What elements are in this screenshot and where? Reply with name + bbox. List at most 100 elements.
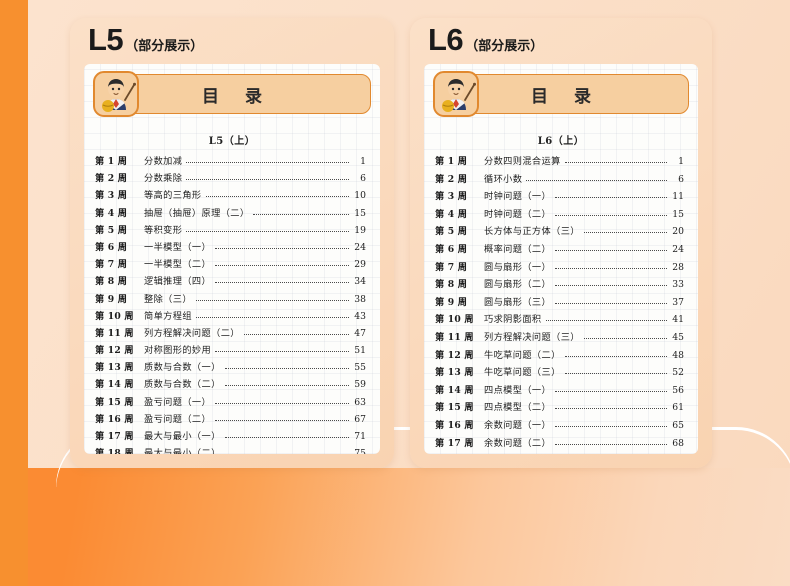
toc-dots [564,355,667,357]
toc-row[interactable]: 第 10 周巧求阴影面积 41 [435,311,684,329]
toc-row[interactable]: 第 17 周最大与最小（一） 71 [95,428,366,445]
toc-title: 简单方程组 [144,310,192,322]
toc-week: 第 12 周 [95,345,134,357]
toc-row[interactable]: 第 4 周 时钟问题（二） 15 [435,206,684,224]
toc-week: 第 5 周 [95,224,128,236]
toc-page: 52 [672,367,684,379]
toc-row[interactable]: 第 17 周余数问题（二） 68 [435,435,684,453]
toc-week: 第 10 周 [95,310,134,322]
toc-row[interactable]: 第 15 周盈亏问题（一） 63 [95,394,366,411]
toc-row[interactable]: 第 13 周质数与合数（一） 55 [95,359,366,376]
toc-dots [583,232,667,234]
toc-week: 第 14 周 [435,384,474,396]
toc-dots [564,162,667,163]
toc-title: 概率问题（二） [484,243,552,255]
book-suffix-l5: （部分展示） [125,39,204,54]
toc-week: 第 15 周 [95,396,134,408]
toc-dots [555,249,667,251]
toc-week: 第 11 周 [95,327,134,339]
toc-week: 第 2 周 [435,173,468,185]
toc-row[interactable]: 第 10 周简单方程组 43 [95,308,366,325]
toc-week: 第 9 周 [435,296,468,308]
toc-week: 第 7 周 [95,259,128,271]
toc-title: 最大与最小（二） [144,448,221,454]
toc-row[interactable]: 第 18 周 最大与最小（二） 75 [95,445,366,454]
toc-row[interactable]: 第 1 周 分数加减 1 [95,153,366,170]
book-suffix-l6: （部分展示） [465,39,544,54]
toc-week: 第 17 周 [95,431,134,442]
toc-dots [215,402,349,404]
toc-dots [555,425,667,427]
teacher-pointer-icon [92,70,140,118]
toc-title: 巧求阴影面积 [484,314,542,326]
toc-page: 1 [360,156,366,167]
toc-week: 第 10 周 [435,314,474,326]
toc-row[interactable]: 第 2 周 循环小数 6 [435,171,684,189]
book-card-l5: L5 （部分展示） [70,18,394,468]
toc-row[interactable]: 第 9 周 整除（三） 38 [95,291,366,308]
toc-row[interactable]: 第 9 周 圆与扇形（三） 37 [435,294,684,312]
toc-title: 时钟问题（一） [484,191,552,203]
toc-page: 6 [678,173,684,185]
toc-row[interactable]: 第 5 周 等积变形 19 [95,222,366,239]
toc-dots [186,230,349,232]
toc-title: 质数与合数（二） [144,379,221,391]
toc-row[interactable]: 第 8 周 圆与扇形（二） 33 [435,276,684,294]
toc-week: 第 18 周 [95,448,134,454]
book-card-l6: L6 （部分展示） [410,18,712,468]
toc-title: 圆与扇形（二） [484,279,552,291]
toc-row[interactable]: 第 14 周四点模型（一） 56 [435,382,684,400]
toc-page: 28 [672,261,684,273]
toc-week: 第 17 周 [435,437,474,449]
toc-page: 15 [672,208,684,220]
toc-title: 四点模型（二） [484,402,552,414]
toc-row[interactable]: 第 16 周盈亏问题（二） 67 [95,411,366,428]
toc-week: 第 11 周 [435,331,474,343]
toc-row[interactable]: 第 3 周 时钟问题（一） 11 [435,188,684,206]
toc-row[interactable]: 第 14 周质数与合数（二） 59 [95,376,366,393]
toc-row[interactable]: 第 6 周 一半模型（一） 24 [95,239,366,256]
toc-row[interactable]: 第 7 周 一半模型（二） 29 [95,256,366,273]
toc-page: 10 [354,190,366,202]
toc-week: 第 4 周 [95,207,128,219]
toc-dots [555,285,667,287]
toc-row[interactable]: 第 5 周 长方体与正方体（三） 20 [435,223,684,241]
book-code-l6: L6 [428,22,464,57]
toc-row[interactable]: 第 13 周牛吃草问题（三） 52 [435,364,684,382]
toc-title: 分数加减 [144,156,183,167]
toc-title: 盈亏问题（一） [144,396,212,408]
toc-row[interactable]: 第 12 周牛吃草问题（二） 48 [435,347,684,365]
toc-week: 第 8 周 [95,276,128,288]
toc-row[interactable]: 第 6 周 概率问题（二） 24 [435,241,684,259]
toc-week: 第 13 周 [435,367,474,379]
toc-row[interactable]: 第 1 周 分数四则混合运算 1 [435,153,684,171]
toc-dots [215,282,349,284]
toc-week: 第 6 周 [435,243,468,255]
toc-dots [186,162,349,163]
toc-row[interactable]: 第 11 周列方程解决问题（三） 45 [435,329,684,347]
toc-row[interactable]: 第 2 周 分数乘除 6 [95,170,366,187]
toc-row[interactable]: 第 3 周 等高的三角形 10 [95,187,366,204]
toc-page: 43 [354,310,366,322]
toc-row[interactable]: 第 8 周 逻辑推理（四） 34 [95,273,366,290]
toc-page: 71 [354,431,366,442]
toc-row[interactable]: 第 7 周 圆与扇形（一） 28 [435,259,684,277]
toc-row[interactable]: 第 4 周 抽屉（抽屉）原理（二） 15 [95,205,366,222]
toc-row[interactable]: 第 11 周列方程解决问题（二） 47 [95,325,366,342]
toc-title: 四点模型（一） [484,384,552,396]
toc-row[interactable]: 第 15 周四点模型（二） 61 [435,399,684,417]
toc-row[interactable]: 第 12 周对称图形的妙用 51 [95,342,366,359]
toc-title: 抽屉（抽屉）原理（二） [144,207,250,219]
toc-page: 15 [354,207,366,219]
toc-dots [195,316,349,318]
toc-title: 余数问题（二） [484,437,552,449]
toc-row[interactable]: 第 16 周余数问题（一） 65 [435,417,684,435]
toc-week: 第 1 周 [435,156,468,167]
background-orange-stripe [0,0,28,586]
toc-page: 24 [672,243,684,255]
toc-title: 分数乘除 [144,173,183,185]
toc-page: 20 [672,226,684,238]
book-page-l6: 目 录 L6（上） 第 1 周 分数四则混合运算 1 第 2 周 循环小数 6 第 3 … [424,64,698,454]
toc-page: 55 [354,362,366,374]
